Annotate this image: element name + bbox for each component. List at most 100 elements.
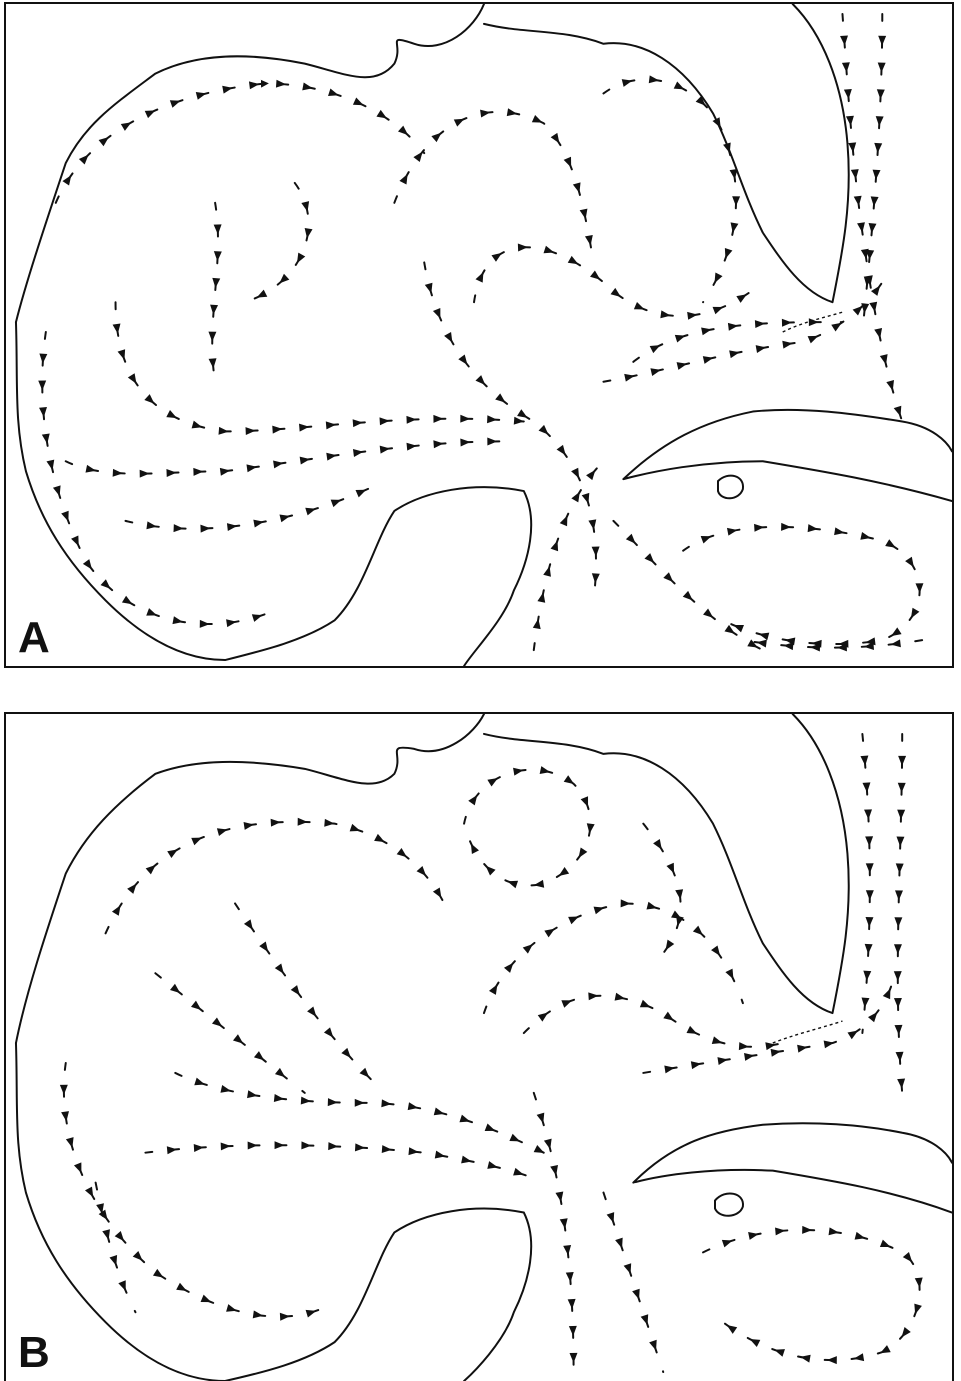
current-arrowhead [354, 1143, 366, 1152]
current-arrowhead [226, 619, 237, 628]
current-arrowhead [522, 944, 533, 954]
current-arrowhead [243, 919, 253, 930]
current-arrowhead [480, 109, 491, 118]
current-arrowhead [781, 318, 792, 327]
current-arrowhead [544, 928, 555, 938]
current-arrowhead [663, 572, 674, 583]
current-arrowhead [199, 619, 210, 628]
current-arrowhead [256, 289, 268, 298]
current-arrowhead [538, 424, 549, 435]
current-arrowhead [625, 533, 636, 544]
current-arrowhead [744, 1052, 755, 1061]
current-arrowhead [513, 416, 524, 425]
island-jamaica [716, 474, 744, 500]
current-arrowhead [747, 639, 758, 648]
current-arrowhead [868, 223, 877, 234]
current-arrowhead [567, 1298, 576, 1310]
current-arrowhead [559, 1218, 568, 1229]
current-arrowhead [724, 247, 733, 259]
current-arrowhead [563, 775, 575, 785]
current-arrowhead [862, 782, 871, 793]
current-arrowhead [208, 331, 217, 342]
current-arrowhead [431, 132, 442, 143]
current-arrowhead [307, 1006, 317, 1017]
current-arrowhead [247, 1141, 258, 1150]
current-arrowhead [717, 1057, 728, 1065]
current-arrowhead [692, 925, 703, 936]
current-arrowhead [39, 407, 47, 418]
current-arrowhead [324, 818, 335, 827]
current-arrowhead [850, 169, 859, 180]
current-arrowhead [408, 1147, 419, 1156]
current-arrowhead [868, 1011, 878, 1023]
current-arrowhead [770, 1048, 782, 1057]
current-arrowhead [325, 421, 337, 430]
current-arrowhead [725, 968, 734, 980]
current-arrowhead [152, 1268, 164, 1278]
current-arrowhead [893, 944, 902, 955]
current-arrowhead [882, 988, 891, 1000]
current-arrowhead [648, 75, 660, 84]
flow-arrows-a [38, 12, 924, 652]
current-arrowhead [823, 1040, 835, 1049]
current-arrowhead [800, 1354, 811, 1363]
current-arrowhead [220, 1084, 232, 1093]
current-arrowhead [905, 556, 914, 568]
current-arrowhead [756, 639, 767, 648]
current-arrowhead [874, 142, 883, 153]
current-arrowhead [517, 409, 528, 418]
current-arrowhead [675, 889, 684, 900]
current-arrowhead [682, 590, 693, 601]
current-arrowhead [841, 62, 850, 73]
current-arrowhead [146, 521, 157, 530]
current-arrowhead [586, 823, 595, 834]
current-arrowhead [274, 1141, 285, 1150]
current-arrowhead [39, 353, 48, 364]
current-arrowhead [323, 1027, 334, 1038]
current-arrowhead [748, 1232, 759, 1240]
current-arrowhead [727, 322, 739, 331]
current-arrowhead [729, 350, 740, 359]
current-arrowhead [588, 519, 597, 530]
current-arrowhead [117, 349, 126, 360]
current-arrowhead [853, 195, 862, 207]
current-arrowhead [537, 592, 546, 603]
current-arrowhead [703, 608, 714, 618]
current-arrowhead [695, 96, 706, 106]
current-arrowhead [507, 880, 519, 889]
current-arrowhead [299, 423, 310, 432]
current-arrowhead [874, 327, 883, 339]
current-arrowhead [852, 305, 863, 316]
current-arrowhead [758, 632, 770, 641]
current-arrowhead [460, 438, 471, 447]
current-arrowhead [213, 224, 222, 235]
current-arrowhead [146, 608, 157, 616]
current-arrowhead [568, 916, 579, 925]
current-arrowhead [853, 1353, 865, 1362]
current-arrowhead [114, 1231, 125, 1242]
map-panel-b: B [4, 712, 954, 1381]
coastline-north [14, 4, 850, 324]
gulf-current-map-a [14, 4, 952, 666]
current-arrowhead [127, 373, 137, 384]
current-arrowhead [797, 1044, 808, 1053]
current-arrowhead [550, 540, 559, 552]
current-arrowhead [475, 271, 484, 283]
current-arrowhead [272, 425, 283, 434]
current-arrowhead [65, 1137, 74, 1148]
current-arrowhead [424, 282, 433, 294]
current-arrowhead [59, 1084, 68, 1095]
current-arrowhead [567, 255, 579, 265]
current-arrowhead [468, 794, 478, 806]
current-arrowhead [565, 1271, 574, 1283]
current-arrowhead [915, 583, 924, 594]
current-arrowhead [623, 1263, 632, 1274]
current-arrowhead [880, 1345, 891, 1354]
coastline-west-south-b [14, 1042, 533, 1381]
current-arrowhead [687, 311, 698, 320]
current-arrowhead [834, 527, 845, 536]
current-arrowhead [865, 836, 874, 847]
current-arrowhead [166, 1146, 178, 1155]
current-arrowhead [826, 1356, 837, 1365]
current-arrowhead [536, 1112, 545, 1124]
